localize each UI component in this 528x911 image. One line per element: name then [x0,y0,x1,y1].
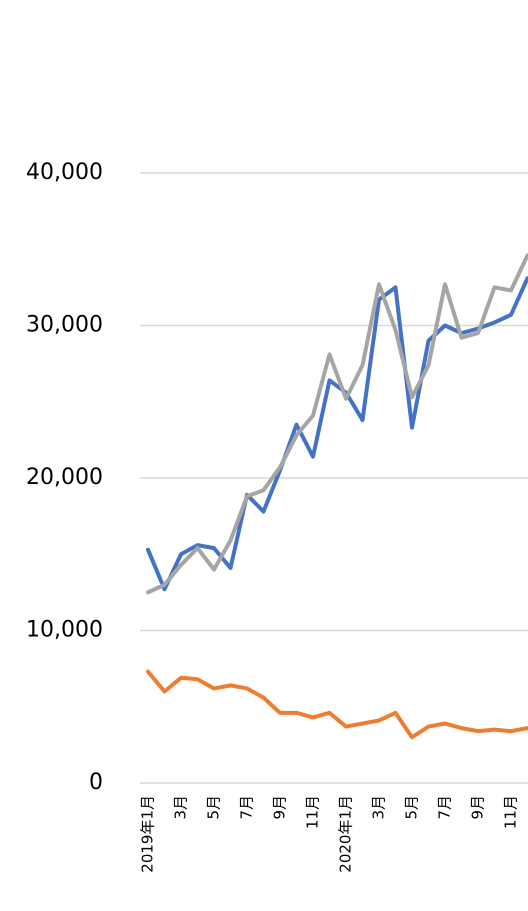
x-tick-label: 3月 [172,795,190,820]
x-tick-label: 11月 [502,795,520,829]
y-tick-label: 40,000 [26,160,103,185]
x-tick-label: 7月 [238,795,256,820]
x-tick-label: 9月 [271,795,289,820]
y-tick-label: 0 [89,770,103,795]
x-tick-label: 9月 [469,795,487,820]
series-line [146,276,528,592]
x-tick-label: 2020年1月 [337,795,355,873]
x-tick-label: 2019年1月 [139,795,157,873]
series-line [146,669,528,740]
x-tick-label: 3月 [370,795,388,820]
x-tick-label: 11月 [304,795,322,829]
y-tick-label: 20,000 [26,465,103,490]
x-tick-label: 5月 [205,795,223,820]
series-line [146,253,528,595]
y-tick-label: 30,000 [26,313,103,338]
y-tick-label: 10,000 [26,618,103,643]
x-tick-label: 7月 [436,795,454,820]
x-tick-label: 5月 [403,795,421,820]
